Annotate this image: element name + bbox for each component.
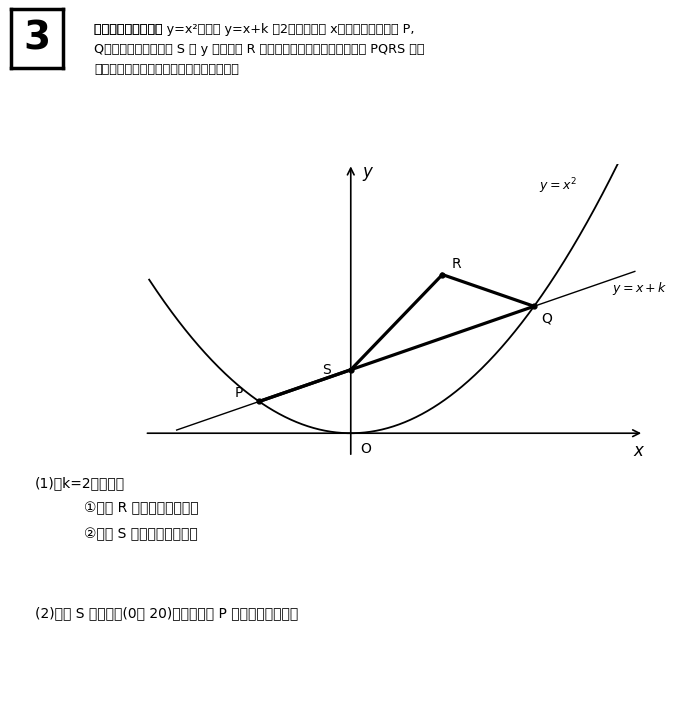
- Text: Q: Q: [541, 311, 552, 325]
- Text: R: R: [452, 257, 461, 272]
- Text: 図のように，放物線: 図のように，放物線: [94, 23, 167, 36]
- Text: (1)　k=2のとき，: (1) k=2のとき，: [35, 476, 125, 491]
- Text: くる。このとき，次の問いに答えなさい。: くる。このとき，次の問いに答えなさい。: [94, 63, 239, 75]
- Text: ①　点 R の座標を求めよ。: ① 点 R の座標を求めよ。: [84, 501, 199, 515]
- Text: P: P: [234, 386, 243, 400]
- Text: 3: 3: [23, 19, 50, 58]
- Text: S: S: [322, 363, 330, 377]
- Text: $y=x^2$: $y=x^2$: [538, 176, 576, 196]
- Text: 図のように，放物線 y=x²と直線 y=x+k の2つの交点を x座標の小さい順に P,: 図のように，放物線 y=x²と直線 y=x+k の2つの交点を x座標の小さい順…: [94, 23, 415, 36]
- Text: Qとする。さらに，点 S を y 軸上，点 R を放物線上にとり，平行四辺形 PQRS をつ: Qとする。さらに，点 S を y 軸上，点 R を放物線上にとり，平行四辺形 P…: [94, 43, 425, 55]
- Text: ②　点 S の座標を求めよ。: ② 点 S の座標を求めよ。: [84, 528, 197, 542]
- Text: $y=x+k$: $y=x+k$: [612, 280, 667, 297]
- Text: $y$: $y$: [362, 165, 375, 183]
- Text: $x$: $x$: [634, 442, 645, 460]
- Text: O: O: [360, 442, 371, 456]
- Text: (2)　点 S の座標が(0， 20)のとき，点 P の座標を求めよ。: (2) 点 S の座標が(0， 20)のとき，点 P の座標を求めよ。: [35, 606, 298, 620]
